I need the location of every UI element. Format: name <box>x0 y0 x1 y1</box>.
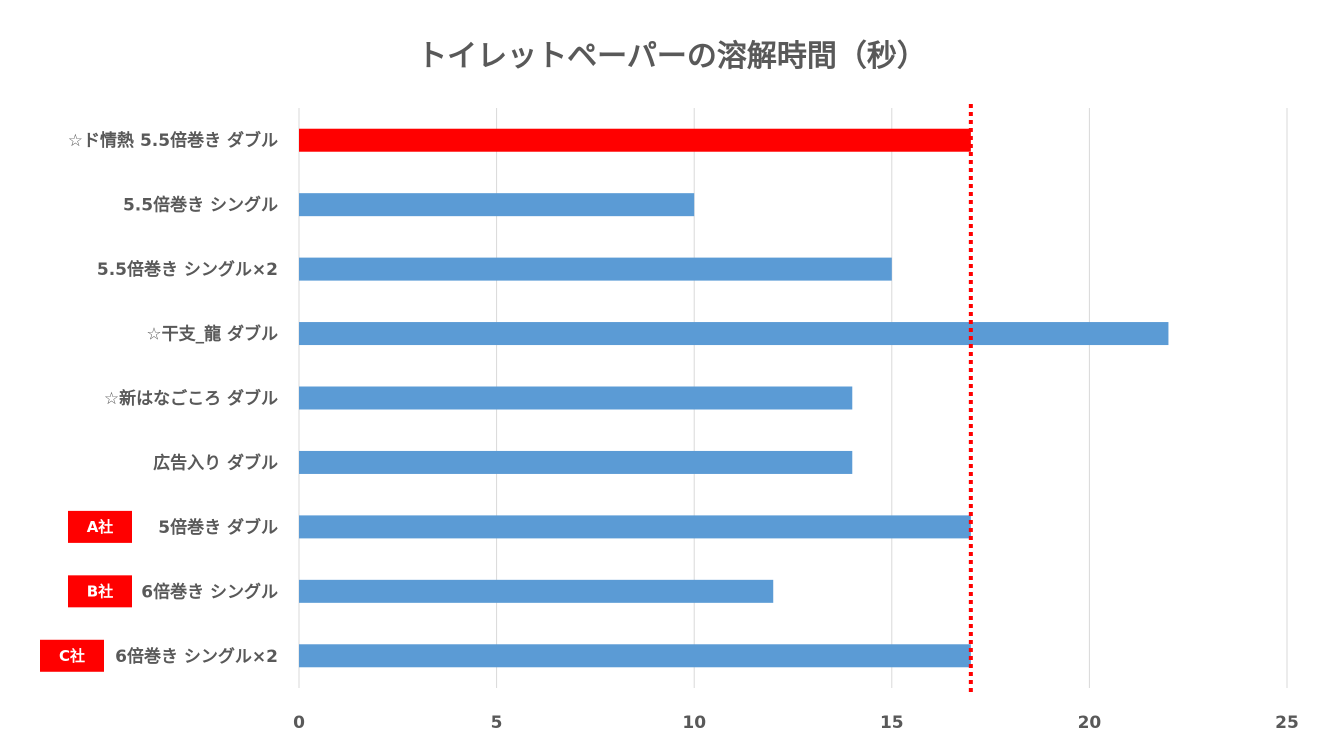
company-badge: B社 <box>68 575 132 608</box>
bars <box>299 128 1169 668</box>
category-label: ☆新はなごころ ダブル <box>104 388 278 409</box>
x-tick-label: 0 <box>293 713 305 733</box>
company-badge: A社 <box>68 510 132 543</box>
category-label: 5.5倍巻き シングル×2 <box>97 259 278 280</box>
bar <box>299 644 971 668</box>
bar <box>299 193 695 217</box>
category-label: ☆ド情熱 5.5倍巻き ダブル <box>68 130 278 151</box>
bar <box>299 128 971 152</box>
badge-box <box>68 510 132 543</box>
bar <box>299 257 892 281</box>
badge-box <box>68 575 132 608</box>
category-label: 6倍巻き シングル <box>141 581 278 602</box>
x-tick-label: 15 <box>880 713 904 733</box>
company-badges: A社 B社 C社 <box>40 510 132 672</box>
bar <box>299 579 774 603</box>
category-label: 5.5倍巻き シングル <box>123 195 278 216</box>
category-label: 6倍巻き シングル×2 <box>115 646 278 667</box>
badge-label: A社 <box>87 518 114 536</box>
x-tick-label: 25 <box>1275 713 1299 733</box>
category-label: 広告入り ダブル <box>153 452 278 473</box>
x-tick-label: 5 <box>491 713 503 733</box>
bar <box>299 515 971 539</box>
category-labels: ☆ド情熱 5.5倍巻き ダブル 5.5倍巻き シングル 5.5倍巻き シングル×2 ☆… <box>68 130 278 667</box>
x-axis-ticks: 0 5 10 15 20 25 <box>293 713 1299 733</box>
badge-label: C社 <box>59 647 85 665</box>
bar <box>299 322 1169 346</box>
bar <box>299 450 853 474</box>
badge-box <box>40 639 104 672</box>
bar <box>299 386 853 410</box>
company-badge: C社 <box>40 639 104 672</box>
category-label: ☆干支_龍 ダブル <box>146 324 278 345</box>
x-tick-label: 10 <box>682 713 706 733</box>
chart-title: トイレットペーパーの溶解時間（秒） <box>417 39 927 74</box>
badge-label: B社 <box>87 582 113 600</box>
x-tick-label: 20 <box>1078 713 1102 733</box>
category-label: 5倍巻き ダブル <box>158 517 278 538</box>
